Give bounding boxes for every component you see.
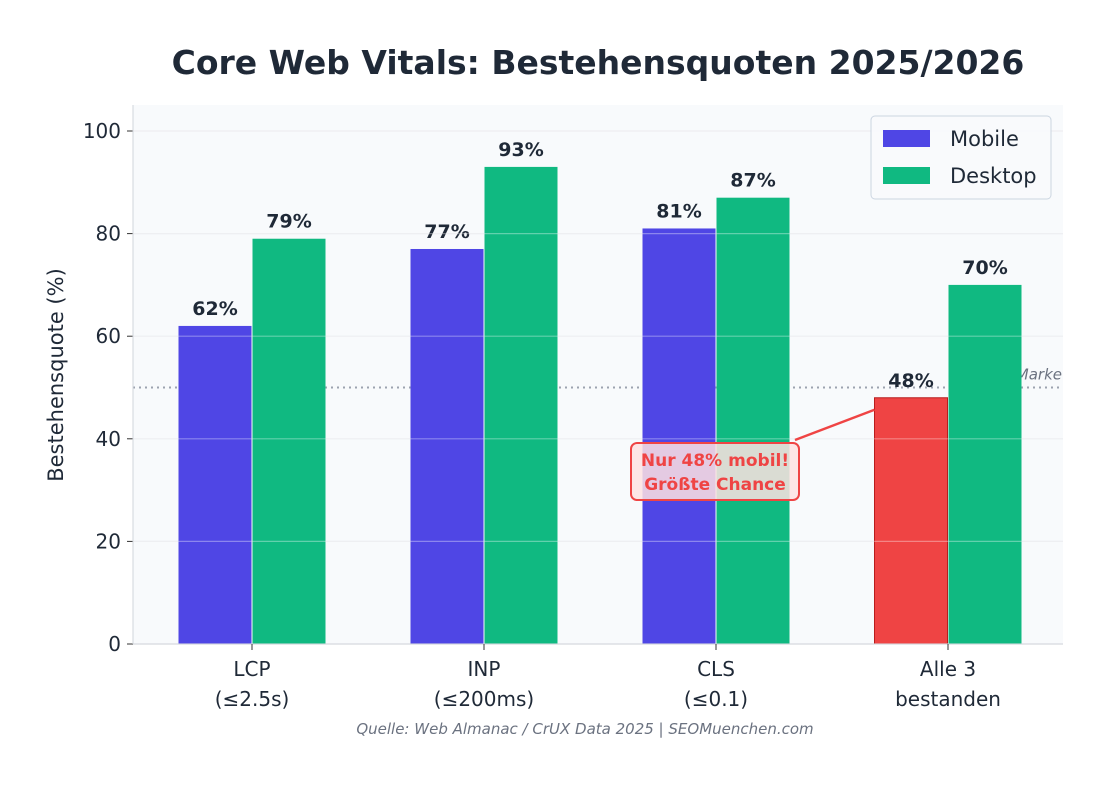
data-label: 81% bbox=[656, 200, 701, 222]
x-tick-label: (≤2.5s) bbox=[215, 687, 290, 711]
annotation-text: Größte Chance bbox=[644, 475, 786, 495]
bar-desktop bbox=[716, 197, 790, 644]
x-tick-label: bestanden bbox=[895, 687, 1001, 711]
bar-mobile bbox=[410, 248, 484, 645]
legend-swatch bbox=[883, 130, 930, 147]
bar-desktop bbox=[484, 166, 558, 644]
annotation-arrow bbox=[794, 408, 875, 442]
x-tick-label: INP bbox=[468, 657, 501, 681]
x-tick-label: Alle 3 bbox=[920, 657, 976, 681]
data-label: 70% bbox=[962, 257, 1007, 279]
chart-title: Core Web Vitals: Bestehensquoten 2025/20… bbox=[172, 43, 1025, 82]
data-label: 48% bbox=[888, 370, 933, 392]
legend-swatch bbox=[883, 167, 930, 184]
source-note: Quelle: Web Almanac / CrUX Data 2025 | S… bbox=[356, 720, 813, 738]
bar-mobile bbox=[874, 397, 948, 645]
y-tick-label: 100 bbox=[83, 119, 121, 143]
y-tick-label: 60 bbox=[96, 324, 121, 348]
data-label: 79% bbox=[266, 211, 311, 233]
annotation: Nur 48% mobil! Größte Chance bbox=[630, 408, 875, 501]
data-label: 87% bbox=[730, 170, 775, 192]
y-tick-label: 20 bbox=[96, 529, 121, 553]
y-axis-label: Bestehensquote (%) bbox=[44, 268, 68, 482]
data-label: 93% bbox=[498, 139, 543, 161]
annotation-text: Nur 48% mobil! bbox=[641, 451, 789, 471]
x-tick-label: LCP bbox=[233, 657, 270, 681]
x-tick-label: (≤0.1) bbox=[684, 687, 748, 711]
legend-label: Desktop bbox=[950, 164, 1037, 188]
y-tick-label: 0 bbox=[108, 632, 121, 656]
bar-mobile bbox=[178, 325, 252, 644]
bar-desktop bbox=[252, 238, 326, 645]
annotation-box bbox=[630, 442, 800, 501]
y-tick-label: 80 bbox=[96, 222, 121, 246]
x-tick-label: (≤200ms) bbox=[434, 687, 534, 711]
data-label: 62% bbox=[192, 298, 237, 320]
data-label: 77% bbox=[424, 221, 469, 243]
legend: Mobile Desktop bbox=[870, 115, 1052, 200]
bar-desktop bbox=[948, 284, 1022, 644]
y-tick-label: 40 bbox=[96, 427, 121, 451]
x-tick-label: CLS bbox=[697, 657, 735, 681]
bar-mobile bbox=[642, 228, 716, 644]
legend-label: Mobile bbox=[950, 127, 1019, 151]
